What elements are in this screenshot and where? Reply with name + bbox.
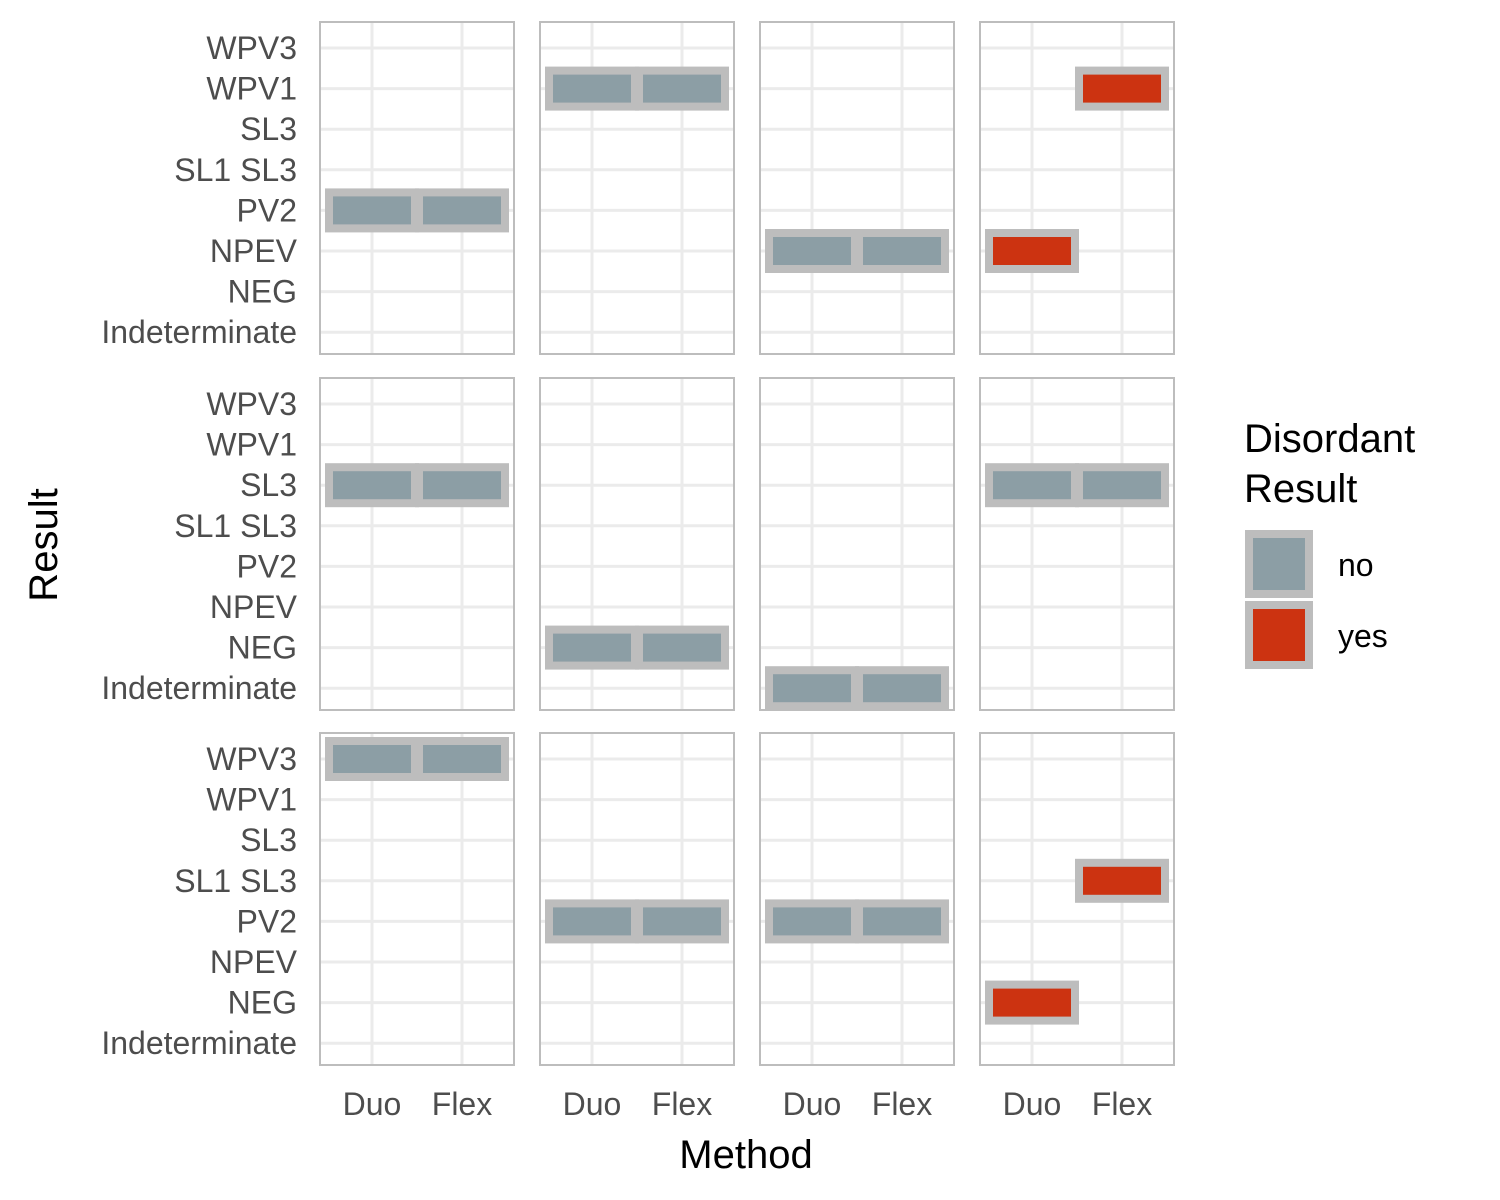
x-tick-label: Duo bbox=[343, 1086, 402, 1122]
y-tick-label: PV2 bbox=[237, 903, 297, 939]
facet-panel bbox=[539, 732, 735, 1066]
y-tick-label: PV2 bbox=[237, 548, 297, 584]
y-tick-label: NEG bbox=[228, 985, 297, 1021]
tile-no bbox=[325, 188, 419, 233]
tile-no bbox=[545, 66, 639, 111]
facet-panel bbox=[759, 377, 955, 711]
y-tick-label: NPEV bbox=[210, 944, 298, 980]
facet-panel bbox=[319, 377, 515, 711]
panel-border bbox=[319, 377, 515, 711]
y-tick-label: SL1 SL3 bbox=[174, 508, 297, 544]
tile-no bbox=[545, 899, 639, 944]
tile-no bbox=[415, 463, 509, 508]
x-tick-label: Duo bbox=[1003, 1086, 1062, 1122]
panel-border bbox=[759, 732, 955, 1066]
tile-no bbox=[1075, 463, 1169, 508]
x-tick-label: Flex bbox=[652, 1086, 712, 1122]
tile-no bbox=[415, 737, 509, 781]
legend: Disordant Result no yes bbox=[1244, 417, 1415, 669]
panel-border bbox=[539, 377, 735, 711]
facet-panel bbox=[759, 21, 955, 355]
legend-title: Result bbox=[1244, 467, 1357, 511]
panel-border bbox=[759, 21, 955, 355]
x-tick-label: Duo bbox=[563, 1086, 622, 1122]
y-tick-label: WPV3 bbox=[206, 386, 297, 422]
tile-no bbox=[765, 229, 859, 273]
tile-no bbox=[325, 463, 419, 508]
panel-border bbox=[319, 21, 515, 355]
panel-border bbox=[979, 377, 1175, 711]
y-axis-title: Result bbox=[22, 488, 66, 601]
x-tick-label: Flex bbox=[432, 1086, 492, 1122]
tile-yes bbox=[1075, 858, 1169, 903]
panel-border bbox=[319, 732, 515, 1066]
y-tick-label: Indeterminate bbox=[101, 1025, 297, 1061]
facet-panel bbox=[759, 732, 955, 1066]
panel-border bbox=[539, 21, 735, 355]
facet-panel bbox=[319, 732, 515, 1066]
legend-title: Disordant bbox=[1244, 417, 1415, 461]
y-tick-label: PV2 bbox=[237, 192, 297, 228]
y-tick-label: Indeterminate bbox=[101, 670, 297, 706]
tile-yes bbox=[1075, 66, 1169, 111]
tile-no bbox=[855, 899, 949, 944]
tile-no bbox=[635, 66, 729, 111]
panel-border bbox=[539, 732, 735, 1066]
tile-no bbox=[765, 666, 859, 711]
y-tick-label: NPEV bbox=[210, 233, 298, 269]
y-tick-label: SL1 SL3 bbox=[174, 152, 297, 188]
tile-no bbox=[855, 666, 949, 711]
tile-no bbox=[635, 625, 729, 670]
tile-yes bbox=[985, 229, 1079, 273]
legend-key-no bbox=[1245, 530, 1313, 598]
y-tick-label: WPV3 bbox=[206, 741, 297, 777]
y-tick-label: NPEV bbox=[210, 589, 298, 625]
y-tick-label: WPV1 bbox=[206, 782, 297, 818]
x-tick-label: Duo bbox=[783, 1086, 842, 1122]
tile-no bbox=[545, 625, 639, 670]
tile-no bbox=[855, 229, 949, 273]
y-tick-label: NEG bbox=[228, 274, 297, 310]
y-tick-label: WPV1 bbox=[206, 427, 297, 463]
y-tick-label: NEG bbox=[228, 630, 297, 666]
panel-border bbox=[979, 732, 1175, 1066]
tile-no bbox=[765, 899, 859, 944]
y-tick-label: SL3 bbox=[240, 822, 297, 858]
x-tick-labels: Duo Flex Duo Flex Duo Flex Duo Flex bbox=[343, 1086, 1153, 1122]
y-tick-label: WPV1 bbox=[206, 71, 297, 107]
facet-panel bbox=[319, 21, 515, 355]
facet-panels bbox=[319, 21, 1175, 1066]
legend-label-no: no bbox=[1338, 547, 1374, 583]
panel-border bbox=[979, 21, 1175, 355]
x-axis-title: Method bbox=[679, 1133, 812, 1177]
tile-no bbox=[635, 899, 729, 944]
y-tick-label: SL3 bbox=[240, 111, 297, 147]
tile-no bbox=[325, 737, 419, 781]
x-tick-label: Flex bbox=[1092, 1086, 1152, 1122]
y-tick-label: WPV3 bbox=[206, 30, 297, 66]
facet-panel bbox=[539, 377, 735, 711]
tile-yes bbox=[985, 980, 1079, 1025]
tile-no bbox=[415, 188, 509, 233]
panel-border bbox=[759, 377, 955, 711]
x-tick-label: Flex bbox=[872, 1086, 932, 1122]
y-tick-labels: Indeterminate NEG NPEV PV2 SL1 SL3 SL3 WPV1 WPV… bbox=[101, 30, 297, 1061]
y-tick-label: SL3 bbox=[240, 467, 297, 503]
facet-panel bbox=[979, 377, 1175, 711]
tile-no bbox=[985, 463, 1079, 508]
legend-label-yes: yes bbox=[1338, 618, 1388, 654]
y-tick-label: Indeterminate bbox=[101, 314, 297, 350]
y-tick-label: SL1 SL3 bbox=[174, 863, 297, 899]
legend-key-yes bbox=[1245, 601, 1313, 669]
